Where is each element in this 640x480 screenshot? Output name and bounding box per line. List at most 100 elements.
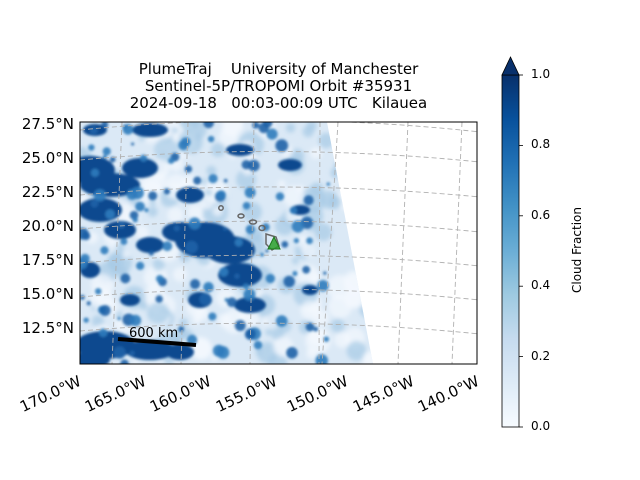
cloud-patch: [162, 241, 173, 252]
cloud-patch: [208, 312, 217, 321]
cloud-patch: [362, 351, 373, 364]
cloud-patch: [358, 268, 373, 287]
title-line-2: Sentinel-5P/TROPOMI Orbit #35931: [144, 77, 413, 95]
cloud-patch: [210, 354, 218, 362]
cloud-patch: [100, 246, 109, 255]
cloud-patch: [147, 206, 158, 217]
cloud-patch: [217, 313, 231, 327]
graticule-line: [80, 122, 477, 133]
cloud-patch: [277, 180, 286, 189]
cloud-patch: [302, 285, 318, 295]
cloud-patch: [88, 144, 95, 151]
cloud-patch: [258, 122, 269, 134]
cloud-patch: [136, 261, 145, 270]
title-line-3: 2024-09-18 00:03-00:09 UTC Kilauea: [129, 94, 428, 112]
cloud-patch: [203, 122, 214, 129]
cloud-patch: [192, 315, 202, 325]
cloud-patch: [89, 126, 98, 135]
cloud-patch: [179, 318, 188, 328]
cloud-patch: [318, 132, 335, 149]
cloud-patch: [334, 331, 351, 348]
cloud-patch: [199, 292, 212, 306]
cloud-patch: [328, 294, 353, 319]
graticule-line: [80, 322, 477, 335]
cloud-patch: [223, 226, 228, 231]
cloud-patch: [187, 204, 203, 221]
cloud-patch: [216, 346, 230, 359]
cloud-patch: [371, 127, 373, 140]
cloud-patch: [289, 206, 298, 215]
cloud-patch: [168, 157, 175, 164]
cloud-patch: [206, 165, 217, 176]
graticule-line: [180, 122, 189, 364]
cloud-patch: [172, 127, 179, 134]
cloud-patch: [242, 201, 251, 210]
cloud-patch: [253, 340, 263, 350]
cloud-patch: [300, 300, 320, 320]
cloud-patch: [315, 354, 329, 364]
cloud-patch: [252, 122, 260, 129]
cloud-patch: [361, 170, 371, 180]
scale-bar: 600 km: [117, 326, 197, 347]
cloud-patch: [139, 301, 148, 310]
cloud-patch: [261, 318, 269, 326]
cloud-patch: [204, 189, 212, 197]
cloud-patch: [313, 326, 319, 332]
graticule-line: [451, 122, 463, 364]
cloud-patch: [265, 249, 269, 253]
graticule-line: [80, 288, 477, 301]
cloud-patch: [212, 206, 223, 217]
cloud-patch: [208, 173, 218, 184]
cloud-patch: [278, 159, 302, 171]
cloud-patch: [148, 191, 158, 201]
cloud-patch: [113, 346, 126, 359]
cloud-patch: [364, 241, 373, 264]
cloud-patch: [218, 263, 262, 287]
cloud-patch: [122, 124, 128, 130]
colorbar-tick-label: 0.0: [531, 419, 551, 433]
cloud-patch: [285, 123, 296, 133]
cloud-patch: [303, 195, 314, 206]
cloud-patch: [283, 275, 295, 288]
cloud-patch: [129, 314, 142, 327]
cloud-patch: [242, 283, 249, 290]
cloud-patch: [327, 195, 342, 210]
cloud-patch: [189, 278, 201, 290]
colorbar-tick-label: 0.4: [531, 278, 551, 293]
graticule-line: [80, 220, 477, 233]
cloud-patch: [306, 237, 313, 245]
cloud-patch: [155, 274, 164, 283]
cloud-patch: [265, 273, 276, 284]
cloud-patch: [105, 209, 115, 220]
cloud-patch: [216, 190, 227, 200]
cloud-patch: [102, 147, 111, 156]
cloud-patch: [109, 156, 116, 163]
colorbar-tick-label: 0.8: [531, 137, 551, 152]
colorbar-tick-label: 1.0: [531, 67, 551, 81]
graticule-line: [80, 254, 477, 267]
cloud-patch: [226, 144, 254, 156]
cloud-patch: [286, 346, 298, 359]
cloud-patch: [309, 182, 324, 197]
colorbar-tick-label: 0.2: [531, 348, 551, 363]
cloud-patch: [330, 318, 345, 333]
triangle-icon: [267, 235, 281, 250]
cloud-patch: [190, 338, 213, 360]
cloud-patch: [334, 158, 349, 174]
cloud-patch: [323, 271, 327, 275]
cloud-patch: [203, 281, 214, 293]
cloud-patch: [163, 188, 171, 195]
cloud-patch: [80, 257, 88, 270]
cloud-patch: [132, 217, 138, 223]
cloud-patch: [148, 198, 157, 207]
cloud-patch: [296, 185, 305, 193]
cloud-patch: [188, 217, 201, 230]
graticule-line: [80, 151, 477, 163]
cloud-patch: [244, 187, 256, 199]
colorbar-label: Cloud Fraction: [570, 207, 584, 293]
cloud-patch: [125, 340, 175, 360]
graticule-line: [397, 122, 409, 364]
graticule-line: [321, 122, 339, 364]
cloud-patch: [122, 158, 158, 178]
